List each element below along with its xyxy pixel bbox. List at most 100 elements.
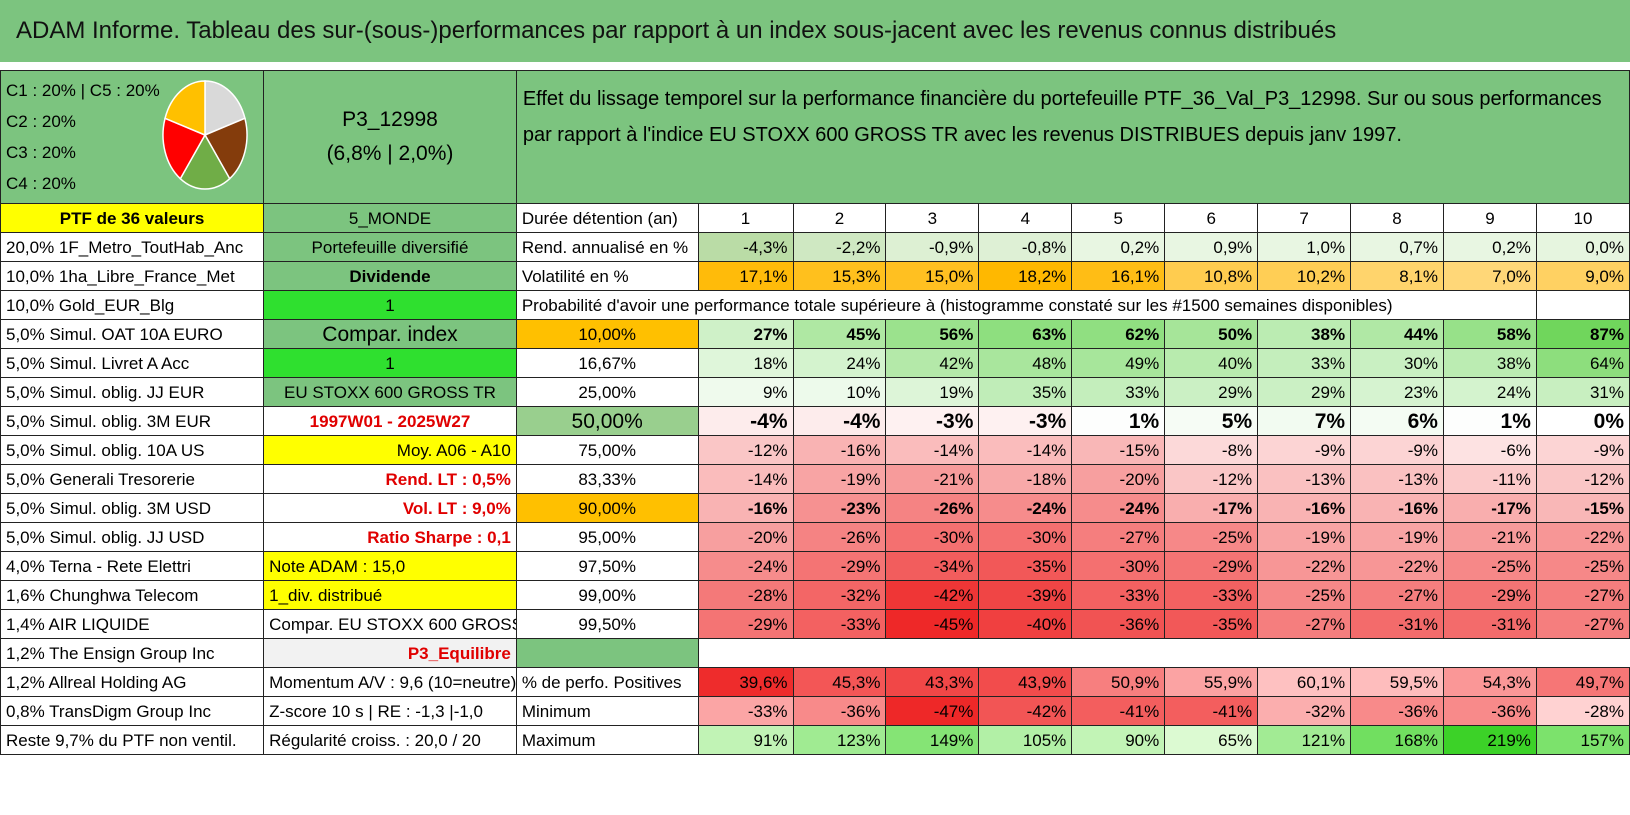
legend-line: C3 : 20% <box>6 143 76 162</box>
year-header: 7 <box>1257 203 1352 233</box>
probability-value: -22% <box>1257 551 1352 581</box>
probability-value: -36% <box>1071 609 1166 639</box>
year-header: 2 <box>792 203 887 233</box>
probability-value: 7% <box>1257 406 1352 436</box>
probability-value: -9% <box>1535 435 1630 465</box>
minimum-value: -28% <box>1535 696 1630 726</box>
portfolio-code-sub: (6,8% | 2,0%) <box>326 142 454 165</box>
maximum-label: Maximum <box>515 725 699 755</box>
info-cell: 5_MONDE <box>263 203 517 233</box>
year-header: 9 <box>1442 203 1537 233</box>
info-cell: Ratio Sharpe : 0,1 <box>263 522 517 552</box>
probability-value: 29% <box>1164 377 1259 407</box>
table-row: 5,0% Simul. oblig. JJ EUR EU STOXX 600 GR… <box>0 377 1630 407</box>
probability-value: 40% <box>1164 348 1259 378</box>
probability-value: 1% <box>1442 406 1537 436</box>
probability-value: -25% <box>1257 580 1352 610</box>
return-value: 0,2% <box>1071 232 1166 262</box>
info-cell: Rend. LT : 0,5% <box>263 464 517 494</box>
probability-value: -27% <box>1535 609 1630 639</box>
probability-value: -27% <box>1350 580 1444 610</box>
volatility-value: 17,1% <box>697 261 794 291</box>
probability-value: -4% <box>792 406 887 436</box>
probability-value: 30% <box>1350 348 1444 378</box>
probability-value: -26% <box>885 493 980 523</box>
minimum-value: -42% <box>978 696 1073 726</box>
holding-cell: 5,0% Generali Tresorerie <box>0 464 265 494</box>
portfolio-description: Effet du lissage temporel sur la perform… <box>515 70 1630 204</box>
maximum-value: 219% <box>1442 725 1537 755</box>
probability-value: 38% <box>1257 319 1352 349</box>
info-cell: Régularité croiss. : 20,0 / 20 <box>263 725 517 755</box>
maximum-value: 91% <box>697 725 794 755</box>
empty-cell <box>698 638 1630 668</box>
info-cell: 1_div. distribué <box>263 580 517 610</box>
probability-value: -34% <box>885 551 980 581</box>
probability-threshold: 99,50% <box>515 609 699 639</box>
probability-value: 23% <box>1350 377 1444 407</box>
probability-threshold: 99,00% <box>515 580 699 610</box>
volatility-value: 18,2% <box>978 261 1073 291</box>
probability-value: -3% <box>885 406 980 436</box>
probability-value: -33% <box>1071 580 1166 610</box>
duration-label: Durée détention (an) <box>515 203 699 233</box>
info-cell: EU STOXX 600 GROSS TR <box>263 377 517 407</box>
probability-value: 27% <box>697 319 794 349</box>
maximum-value: 168% <box>1350 725 1444 755</box>
probability-value: -45% <box>885 609 980 639</box>
probability-value: -18% <box>978 464 1073 494</box>
probability-value: 58% <box>1442 319 1537 349</box>
probability-threshold: 10,00% <box>515 319 699 349</box>
probability-value: -16% <box>1350 493 1444 523</box>
probability-value: -42% <box>885 580 980 610</box>
probability-value: -4% <box>697 406 794 436</box>
allocation-pie-chart <box>162 80 248 190</box>
legend-line: C4 : 20% <box>6 174 76 193</box>
maximum-value: 123% <box>792 725 887 755</box>
probability-value: -14% <box>885 435 980 465</box>
return-value: 1,0% <box>1257 232 1352 262</box>
probability-threshold: 95,00% <box>515 522 699 552</box>
positive-value: 39,6% <box>697 667 794 697</box>
holding-cell: 5,0% Simul. oblig. 3M EUR <box>0 406 265 436</box>
positive-value: 45,3% <box>792 667 887 697</box>
probability-value: -11% <box>1442 464 1537 494</box>
probability-value: 44% <box>1350 319 1444 349</box>
probability-value: -35% <box>978 551 1073 581</box>
probability-value: -30% <box>885 522 980 552</box>
table-row: 5,0% Simul. oblig. 3M EUR 1997W01 - 2025W… <box>0 406 1630 436</box>
probability-value: -32% <box>792 580 887 610</box>
pie-slice <box>204 80 246 137</box>
positive-value: 55,9% <box>1164 667 1259 697</box>
info-cell: Vol. LT : 9,0% <box>263 493 517 523</box>
probability-value: 9% <box>697 377 794 407</box>
holding-cell: 1,2% The Ensign Group Inc <box>0 638 265 668</box>
volatility-value: 9,0% <box>1535 261 1630 291</box>
year-header: 3 <box>885 203 980 233</box>
holding-cell: 5,0% Simul. oblig. JJ EUR <box>0 377 265 407</box>
pie-slice <box>204 117 248 180</box>
probability-value: 1% <box>1071 406 1166 436</box>
probability-value: 18% <box>697 348 794 378</box>
probability-value: -25% <box>1164 522 1259 552</box>
probability-threshold: 75,00% <box>515 435 699 465</box>
probability-value: 45% <box>792 319 887 349</box>
probability-value: -24% <box>978 493 1073 523</box>
probability-value: 24% <box>792 348 887 378</box>
probability-value: -27% <box>1257 609 1352 639</box>
probability-value: 0% <box>1535 406 1630 436</box>
info-cell: P3_Equilibre <box>263 638 517 668</box>
probability-value: -27% <box>1071 522 1166 552</box>
table-row: 0,8% TransDigm Group Inc Z-score 10 s | R… <box>0 696 1630 726</box>
probability-threshold: 97,50% <box>515 551 699 581</box>
probability-value: -39% <box>978 580 1073 610</box>
minimum-value: -32% <box>1257 696 1352 726</box>
year-header: 4 <box>978 203 1073 233</box>
holding-cell: 5,0% Simul. Livret A Acc <box>0 348 265 378</box>
probability-value: 64% <box>1535 348 1630 378</box>
probability-value: 5% <box>1164 406 1259 436</box>
probability-label: Probabilité d'avoir une performance tota… <box>515 290 1537 320</box>
holding-cell: 5,0% Simul. OAT 10A EURO <box>0 319 265 349</box>
empty-cell <box>1535 290 1630 320</box>
probability-value: -29% <box>697 609 794 639</box>
